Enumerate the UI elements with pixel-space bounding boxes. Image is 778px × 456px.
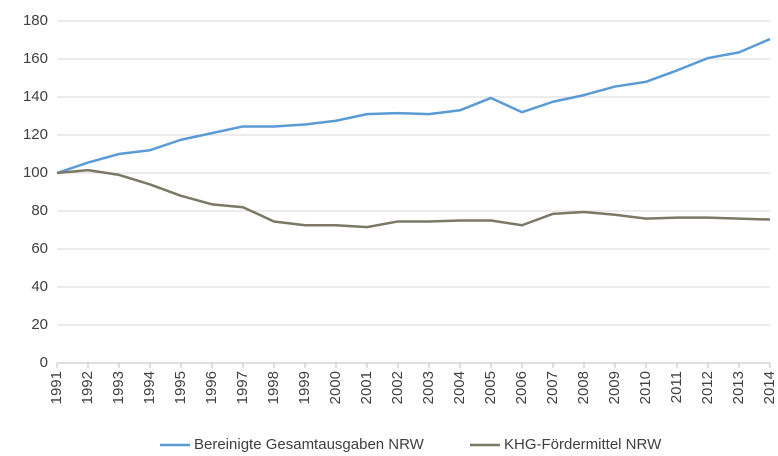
y-tick-label: 20 xyxy=(31,316,48,333)
x-tick-label: 2006 xyxy=(513,371,530,404)
y-tick-label: 80 xyxy=(31,202,48,219)
y-tick-label: 40 xyxy=(31,278,48,295)
x-tick-label: 2014 xyxy=(761,371,778,404)
x-tick-label: 2001 xyxy=(358,371,375,404)
y-tick-label: 100 xyxy=(23,164,48,181)
x-tick-label: 1995 xyxy=(172,371,189,404)
y-tick-label: 0 xyxy=(40,354,48,371)
y-tick-label: 180 xyxy=(23,12,48,29)
x-tick-label: 1994 xyxy=(141,371,158,404)
x-tick-label: 2002 xyxy=(389,371,406,404)
x-tick-label: 2012 xyxy=(699,371,716,404)
x-tick-label: 2007 xyxy=(544,371,561,404)
x-tick-label: 2005 xyxy=(482,371,499,404)
series-line xyxy=(56,168,771,229)
y-tick-label: 140 xyxy=(23,88,48,105)
y-tick-label: 60 xyxy=(31,240,48,257)
x-tick-label: 1993 xyxy=(110,371,127,404)
series-line xyxy=(56,37,771,175)
x-tick-label: 1997 xyxy=(234,371,251,404)
legend-label: KHG-Fördermittel NRW xyxy=(504,436,662,453)
y-tick-label: 120 xyxy=(23,126,48,143)
x-tick-label: 2009 xyxy=(606,371,623,404)
x-tick-label: 1998 xyxy=(265,371,282,404)
x-tick-label: 1999 xyxy=(296,371,313,404)
x-tick-label: 2011 xyxy=(668,371,685,403)
x-tick-label: 2013 xyxy=(730,371,747,404)
x-tick-label: 1991 xyxy=(48,371,65,404)
x-tick-label: 2010 xyxy=(637,371,654,404)
x-tick-label: 1992 xyxy=(79,371,96,404)
x-tick-label: 2003 xyxy=(420,371,437,404)
y-tick-label: 160 xyxy=(23,50,48,67)
x-tick-label: 2004 xyxy=(451,371,468,404)
x-tick-label: 1996 xyxy=(203,371,220,404)
x-tick-label: 2008 xyxy=(575,371,592,404)
legend-label: Bereinigte Gesamtausgaben NRW xyxy=(194,436,425,453)
x-tick-label: 2000 xyxy=(327,371,344,404)
